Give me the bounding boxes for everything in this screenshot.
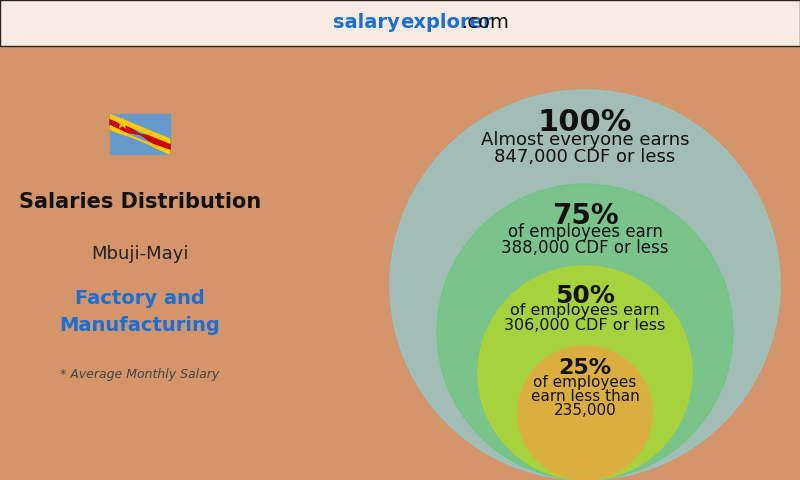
- Circle shape: [437, 184, 733, 480]
- Polygon shape: [110, 126, 170, 155]
- Text: earn less than: earn less than: [530, 389, 639, 404]
- Text: 75%: 75%: [552, 202, 618, 230]
- Text: 388,000 CDF or less: 388,000 CDF or less: [502, 239, 669, 257]
- Polygon shape: [110, 114, 170, 155]
- Bar: [110, 114, 170, 155]
- Text: salary: salary: [334, 13, 400, 32]
- Text: 100%: 100%: [538, 108, 632, 137]
- Text: 306,000 CDF or less: 306,000 CDF or less: [504, 318, 666, 333]
- Polygon shape: [110, 114, 170, 143]
- Text: Salaries Distribution: Salaries Distribution: [19, 192, 261, 212]
- Circle shape: [478, 266, 692, 480]
- Text: 235,000: 235,000: [554, 403, 616, 419]
- Circle shape: [390, 90, 780, 480]
- Text: of employees earn: of employees earn: [507, 223, 662, 241]
- Text: * Average Monthly Salary: * Average Monthly Salary: [60, 368, 220, 381]
- Text: ★: ★: [114, 115, 130, 133]
- Text: Mbuji-Mayi: Mbuji-Mayi: [91, 245, 189, 264]
- Text: of employees earn: of employees earn: [510, 303, 660, 318]
- Text: 847,000 CDF or less: 847,000 CDF or less: [494, 148, 676, 166]
- Text: explorer: explorer: [400, 13, 493, 32]
- Text: 50%: 50%: [555, 284, 615, 308]
- Text: 25%: 25%: [558, 358, 611, 378]
- Text: Factory and
Manufacturing: Factory and Manufacturing: [60, 289, 220, 335]
- Text: .com: .com: [462, 13, 510, 32]
- FancyBboxPatch shape: [0, 0, 800, 46]
- Text: of employees: of employees: [534, 375, 637, 390]
- Circle shape: [518, 346, 652, 480]
- Text: Almost everyone earns: Almost everyone earns: [481, 131, 690, 149]
